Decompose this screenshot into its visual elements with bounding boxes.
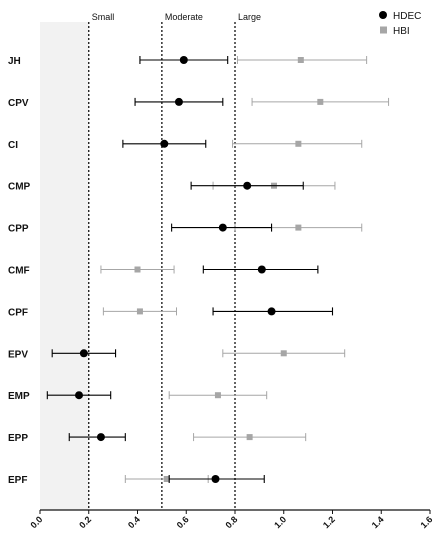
threshold-label-large: Large xyxy=(238,12,261,22)
series-hdec xyxy=(46,56,334,483)
x-axis: 0.0 0.2 0.4 0.6 0.8 1.0 1.2 1.4 1.6 xyxy=(28,509,434,530)
legend-marker-hdec xyxy=(379,11,387,19)
category-label: CPF xyxy=(8,307,28,318)
legend-label-hdec: HDEC xyxy=(393,11,421,22)
legend: HDEC HBI xyxy=(379,11,421,37)
threshold-label-moderate: Moderate xyxy=(165,12,203,22)
data-point xyxy=(246,434,253,441)
data-series xyxy=(46,56,390,483)
x-tick-label: 0.4 xyxy=(126,514,142,530)
data-point xyxy=(75,391,83,400)
category-label: EMP xyxy=(8,391,30,402)
legend-label-hbi: HBI xyxy=(393,26,410,37)
data-point xyxy=(96,433,105,442)
x-tick-label: 0.0 xyxy=(28,514,44,530)
category-label: CI xyxy=(8,140,18,151)
small-effect-region xyxy=(40,22,89,510)
category-label: CMP xyxy=(8,182,31,193)
x-tick-label: 0.6 xyxy=(175,514,191,530)
category-label: CMF xyxy=(8,266,30,277)
data-point xyxy=(243,181,252,190)
data-point xyxy=(136,308,143,315)
data-point xyxy=(174,97,183,106)
data-point xyxy=(79,349,88,358)
data-point xyxy=(295,224,302,231)
data-point xyxy=(317,98,324,105)
x-tick-label: 1.6 xyxy=(418,514,434,530)
x-tick-label: 1.0 xyxy=(272,514,288,530)
data-point xyxy=(280,350,287,357)
x-tick-label: 1.4 xyxy=(370,514,386,530)
data-point xyxy=(179,56,188,64)
data-point xyxy=(218,223,227,232)
data-point xyxy=(257,265,266,274)
legend-marker-hbi xyxy=(380,26,387,34)
data-point xyxy=(297,57,304,63)
category-label: EPF xyxy=(8,475,27,486)
data-point xyxy=(295,140,302,147)
x-tick-label: 1.2 xyxy=(321,514,337,530)
category-label: CPV xyxy=(8,98,29,109)
series-hbi xyxy=(100,56,390,483)
data-point xyxy=(267,307,276,316)
data-point xyxy=(134,266,141,273)
small-effect-shade xyxy=(40,22,89,510)
data-point xyxy=(211,475,220,483)
data-point xyxy=(214,392,221,399)
data-point xyxy=(160,139,169,148)
category-label: EPP xyxy=(8,433,28,444)
category-labels: JH CPV CI CMP CPP CMF CPF EPV EMP EPP EPF xyxy=(8,56,31,486)
category-label: EPV xyxy=(8,349,28,360)
category-label: JH xyxy=(8,56,21,67)
data-point xyxy=(163,476,170,482)
threshold-lines: Small Moderate Large xyxy=(88,12,261,510)
x-tick-label: 0.8 xyxy=(223,514,239,530)
x-tick-label: 0.2 xyxy=(77,514,93,530)
threshold-label-small: Small xyxy=(92,12,115,22)
category-label: CPP xyxy=(8,224,29,235)
